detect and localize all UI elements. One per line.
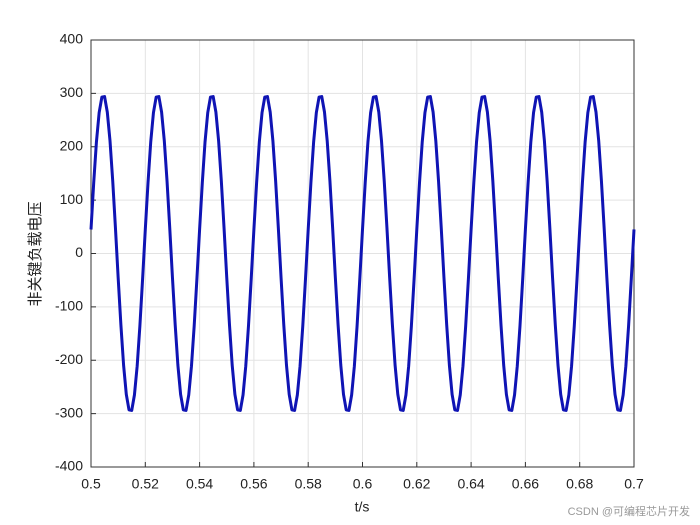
y-tick-label: 100 — [60, 191, 84, 207]
y-tick-label: 0 — [75, 244, 83, 260]
y-tick-label: 300 — [60, 84, 84, 100]
y-tick-label: -200 — [55, 351, 83, 367]
x-tick-label: 0.68 — [566, 476, 593, 492]
y-tick-label: -300 — [55, 404, 83, 420]
x-tick-label: 0.52 — [132, 476, 159, 492]
x-tick-label: 0.6 — [353, 476, 373, 492]
y-axis-label: 非关键负载电压 — [26, 201, 44, 306]
x-tick-label: 0.54 — [186, 476, 213, 492]
x-tick-label: 0.62 — [403, 476, 430, 492]
x-tick-label: 0.58 — [295, 476, 322, 492]
x-tick-label: 0.7 — [624, 476, 644, 492]
x-axis-label: t/s — [355, 499, 370, 515]
x-tick-label: 0.5 — [81, 476, 101, 492]
y-tick-label: 200 — [60, 137, 84, 153]
series-line — [89, 95, 636, 412]
y-tick-label: -100 — [55, 298, 83, 314]
x-tick-label: 0.64 — [457, 476, 484, 492]
watermark: CSDN @可编程芯片开发 — [568, 504, 690, 518]
y-tick-label: -400 — [55, 458, 83, 474]
x-tick-label: 0.66 — [512, 476, 539, 492]
y-tick-label: 400 — [60, 31, 84, 47]
x-tick-label: 0.56 — [240, 476, 267, 492]
